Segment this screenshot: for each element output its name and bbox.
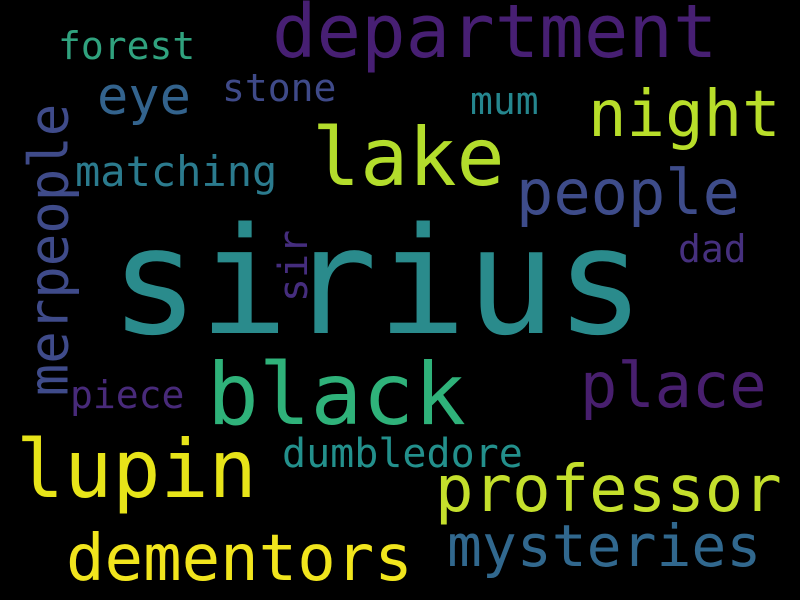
word-black: black <box>207 345 466 445</box>
word-dad: dad <box>678 227 747 271</box>
word-piece: piece <box>70 373 185 417</box>
word-dumbledore: dumbledore <box>282 431 523 477</box>
word-dementors: dementors <box>66 522 413 596</box>
word-matching: matching <box>75 147 278 196</box>
word-people: people <box>516 156 740 229</box>
word-place: place <box>580 349 767 422</box>
word-sir: sir <box>271 229 318 303</box>
word-lupin: lupin <box>16 423 257 516</box>
word-eye: eye <box>97 67 191 127</box>
word-mysteries: mysteries <box>447 512 762 580</box>
word-sirius: sirius <box>110 196 645 368</box>
word-professor: professor <box>435 453 782 527</box>
word-lake: lake <box>312 111 505 204</box>
word-night: night <box>588 78 781 152</box>
word-merpeople: merpeople <box>17 103 81 397</box>
word-mum: mum <box>470 79 539 123</box>
word-department: department <box>272 0 718 75</box>
word-forest: forest <box>58 24 196 68</box>
word-stone: stone <box>222 66 337 110</box>
